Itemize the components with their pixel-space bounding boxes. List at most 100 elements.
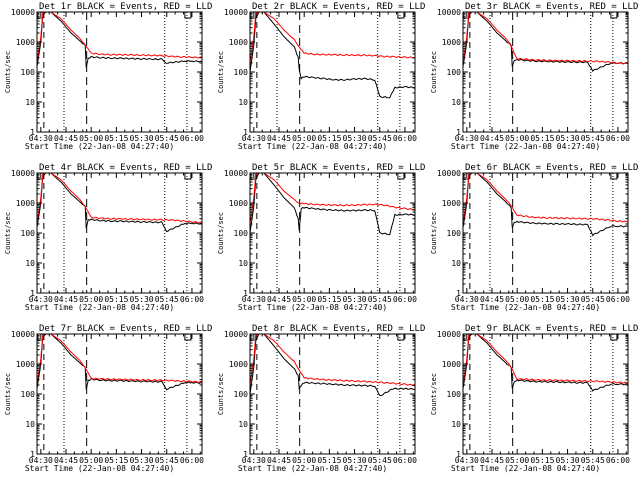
x-tick-label: 06:00 [393, 134, 417, 143]
x-tick-label: 06:00 [180, 456, 204, 465]
interval-bracket [610, 334, 618, 341]
x-tick-label: 05:00 [505, 456, 529, 465]
y-tick-label: 10000 [11, 8, 35, 17]
x-tick-label: 04:30 [242, 456, 266, 465]
x-tick-label: 05:15 [104, 134, 128, 143]
x-axis-label: Start Time (22-Jan-08 04:27:40) [451, 142, 600, 151]
y-tick-label: 10 [451, 420, 461, 429]
x-tick-label: 04:45 [480, 295, 504, 304]
x-tick-label: 05:30 [343, 134, 367, 143]
x-tick-label: 05:00 [292, 295, 316, 304]
x-tick-label: 06:00 [606, 295, 630, 304]
y-tick-label: 100 [447, 68, 462, 77]
series-lld [250, 12, 415, 64]
x-tick-label: 05:00 [505, 134, 529, 143]
series-events [250, 334, 415, 397]
x-axis-label: Start Time (22-Jan-08 04:27:40) [25, 142, 174, 151]
x-tick-label: 04:45 [54, 134, 78, 143]
y-tick-label: 100 [234, 68, 249, 77]
y-axis-label: Counts/sec [217, 51, 225, 93]
plot-frame [36, 11, 203, 133]
y-tick-label: 1000 [229, 199, 248, 208]
panel-title: Det 2r BLACK = Events, RED = LLD [252, 2, 425, 12]
y-tick-label: 1000 [442, 360, 461, 369]
interval-bracket [184, 173, 192, 180]
x-tick-label: 05:15 [530, 134, 554, 143]
x-tick-label: 06:00 [393, 295, 417, 304]
x-axis-label: Start Time (22-Jan-08 04:27:40) [25, 303, 174, 312]
x-tick-label: 05:30 [556, 134, 580, 143]
detector-panel-1: Det 1r BLACK = Events, RED = LLD 1 10 100 10… [4, 2, 212, 151]
series-lld [463, 12, 628, 65]
x-tick-label: 05:15 [317, 456, 341, 465]
series-lld [37, 173, 202, 225]
series-events [37, 334, 202, 391]
x-tick-label: 05:45 [368, 295, 392, 304]
y-tick-label: 10000 [224, 8, 248, 17]
x-tick-label: 05:45 [155, 456, 179, 465]
y-tick-label: 1 [243, 289, 248, 298]
x-tick-label: 04:45 [267, 134, 291, 143]
y-tick-label: 10000 [224, 169, 248, 178]
panel-title: Det 1r BLACK = Events, RED = LLD [39, 2, 212, 12]
x-axis-label: Start Time (22-Jan-08 04:27:40) [25, 464, 174, 473]
x-tick-label: 04:45 [54, 295, 78, 304]
x-tick-label: 05:15 [104, 295, 128, 304]
x-tick-label: 05:45 [581, 456, 605, 465]
x-tick-label: 04:30 [455, 456, 479, 465]
y-tick-label: 100 [447, 229, 462, 238]
y-axis-label: Counts/sec [4, 212, 12, 254]
x-tick-label: 06:00 [606, 134, 630, 143]
x-axis-label: Start Time (22-Jan-08 04:27:40) [238, 142, 387, 151]
y-tick-label: 1 [456, 289, 461, 298]
x-axis-label: Start Time (22-Jan-08 04:27:40) [238, 303, 387, 312]
x-tick-label: 05:45 [155, 134, 179, 143]
series-events [463, 12, 628, 73]
detector-panel-7: Det 7r BLACK = Events, RED = LLD 1 10 100 10… [4, 324, 212, 473]
detector-panel-9: Det 9r BLACK = Events, RED = LLD 1 10 100 10… [430, 324, 638, 473]
x-tick-label: 05:15 [104, 456, 128, 465]
series-events [463, 334, 628, 392]
y-tick-label: 100 [447, 390, 462, 399]
series-lld [463, 173, 628, 225]
y-tick-label: 100 [234, 390, 249, 399]
x-tick-label: 05:30 [343, 456, 367, 465]
x-tick-label: 05:45 [368, 456, 392, 465]
y-tick-label: 10 [25, 420, 35, 429]
y-tick-label: 10 [25, 98, 35, 107]
y-tick-label: 1 [30, 450, 35, 459]
y-tick-label: 1000 [16, 38, 35, 47]
x-tick-label: 04:30 [455, 295, 479, 304]
interval-bracket [397, 12, 405, 19]
x-tick-label: 05:45 [155, 295, 179, 304]
panel-title: Det 8r BLACK = Events, RED = LLD [252, 324, 425, 334]
detector-panel-3: Det 3r BLACK = Events, RED = LLD 1 10 100 10… [430, 2, 638, 151]
plot-frame [462, 172, 629, 294]
series-events [250, 12, 415, 99]
x-tick-label: 04:30 [242, 134, 266, 143]
y-tick-label: 1000 [16, 360, 35, 369]
x-tick-label: 04:45 [267, 295, 291, 304]
series-lld [37, 334, 202, 386]
series-events [250, 173, 415, 236]
x-tick-label: 05:45 [581, 134, 605, 143]
y-tick-label: 1000 [16, 199, 35, 208]
y-tick-label: 100 [21, 229, 36, 238]
series-lld [250, 334, 415, 387]
series-events [37, 173, 202, 233]
y-tick-label: 10000 [11, 330, 35, 339]
y-tick-label: 10 [238, 420, 248, 429]
panel-title: Det 6r BLACK = Events, RED = LLD [465, 163, 638, 173]
x-tick-label: 05:00 [292, 134, 316, 143]
x-tick-label: 05:15 [317, 134, 341, 143]
plot-frame [249, 333, 416, 455]
y-axis-label: Counts/sec [430, 51, 438, 93]
y-axis-label: Counts/sec [430, 373, 438, 415]
x-tick-label: 05:30 [130, 295, 154, 304]
x-tick-label: 05:00 [79, 456, 103, 465]
y-tick-label: 10000 [437, 330, 461, 339]
x-tick-label: 06:00 [393, 456, 417, 465]
y-tick-label: 1 [456, 128, 461, 137]
x-tick-label: 06:00 [180, 134, 204, 143]
